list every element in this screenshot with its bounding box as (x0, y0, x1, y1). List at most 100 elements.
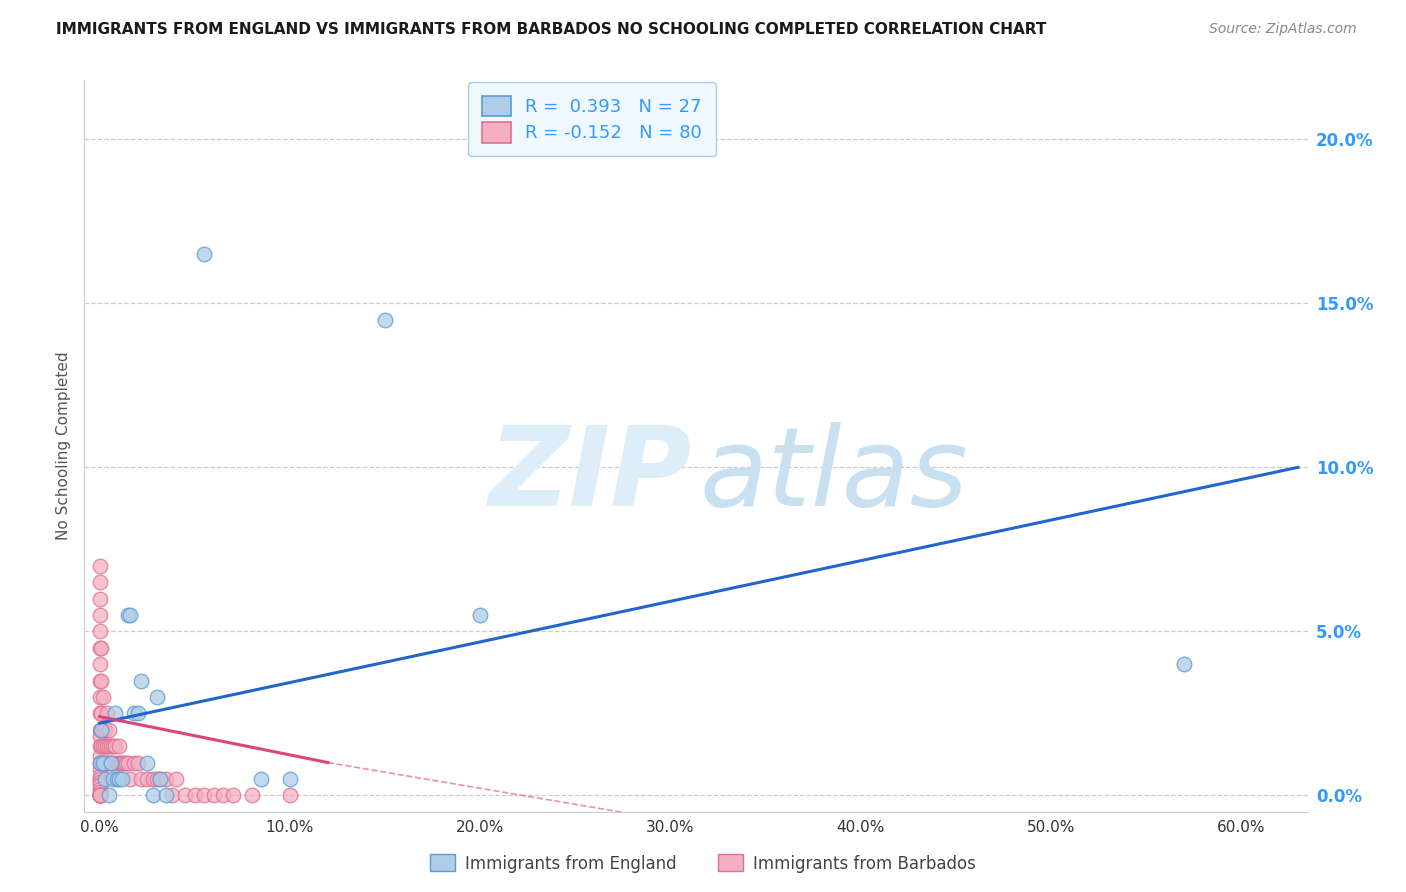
Point (468, 607, 491, 622)
Point (118, 772, 141, 786)
Point (136, 756, 159, 770)
Point (93, 756, 115, 770)
Point (131, 772, 153, 786)
Point (98, 756, 121, 770)
Point (111, 756, 134, 770)
Point (89, 729, 111, 743)
Point (89, 690, 111, 704)
Text: atlas: atlas (700, 422, 969, 529)
Point (105, 772, 128, 786)
Point (89, 607, 111, 622)
Point (89, 789, 111, 803)
Point (94, 739, 117, 753)
Point (89, 781, 111, 796)
Point (98, 723, 121, 737)
Legend: Immigrants from England, Immigrants from Barbados: Immigrants from England, Immigrants from… (423, 847, 983, 880)
Point (202, 789, 225, 803)
Point (112, 756, 135, 770)
Point (149, 772, 172, 786)
Point (89, 789, 111, 803)
Text: Source: ZipAtlas.com: Source: ZipAtlas.com (1209, 22, 1357, 37)
Y-axis label: No Schooling Completed: No Schooling Completed (56, 351, 72, 541)
Point (183, 789, 205, 803)
Point (89, 762, 111, 776)
Point (222, 789, 245, 803)
Point (89, 558, 111, 573)
Point (278, 789, 301, 803)
Point (240, 789, 263, 803)
Point (89, 789, 111, 803)
Point (93, 739, 115, 753)
Legend: R =  0.393   N = 27, R = -0.152   N = 80: R = 0.393 N = 27, R = -0.152 N = 80 (468, 82, 716, 156)
Point (89, 789, 111, 803)
Point (89, 673, 111, 688)
Point (117, 756, 139, 770)
Point (89, 772, 111, 786)
Point (89, 575, 111, 590)
Point (89, 591, 111, 606)
Point (89, 723, 111, 737)
Point (89, 775, 111, 789)
Point (90, 723, 112, 737)
Point (104, 706, 127, 721)
Point (149, 772, 172, 786)
Point (100, 739, 122, 753)
Point (193, 789, 215, 803)
Point (89, 640, 111, 655)
Point (90, 673, 112, 688)
Point (160, 789, 183, 803)
Point (93, 756, 115, 770)
Point (142, 789, 165, 803)
Point (89, 756, 111, 770)
Point (127, 706, 149, 721)
Point (127, 756, 149, 770)
Point (131, 673, 153, 688)
Point (193, 247, 215, 261)
Point (100, 756, 122, 770)
Point (110, 756, 132, 770)
Point (122, 706, 145, 721)
Text: IMMIGRANTS FROM ENGLAND VS IMMIGRANTS FROM BARBADOS NO SCHOOLING COMPLETED CORRE: IMMIGRANTS FROM ENGLAND VS IMMIGRANTS FR… (56, 22, 1046, 37)
Point (107, 739, 129, 753)
Point (107, 772, 129, 786)
Point (100, 756, 122, 770)
Point (115, 756, 138, 770)
Point (111, 772, 134, 786)
Point (101, 772, 124, 786)
Point (101, 739, 124, 753)
Point (89, 748, 111, 763)
Point (278, 772, 301, 786)
Point (98, 789, 121, 803)
Point (89, 657, 111, 672)
Point (165, 772, 187, 786)
Point (98, 739, 121, 753)
Point (89, 706, 111, 721)
Point (1173, 657, 1195, 672)
Point (89, 756, 111, 770)
Point (136, 772, 159, 786)
Point (89, 779, 111, 793)
Point (145, 690, 167, 704)
Point (89, 789, 111, 803)
Point (142, 772, 165, 786)
Point (90, 739, 112, 753)
Point (90, 756, 112, 770)
Text: ZIP: ZIP (489, 422, 692, 529)
Point (89, 624, 111, 639)
Point (96, 739, 118, 753)
Point (105, 756, 128, 770)
Point (117, 607, 139, 622)
Point (96, 706, 118, 721)
Point (107, 756, 129, 770)
Point (94, 772, 117, 786)
Point (90, 640, 112, 655)
Point (122, 756, 145, 770)
Point (174, 789, 197, 803)
Point (93, 723, 115, 737)
Point (374, 312, 396, 326)
Point (118, 607, 141, 622)
Point (93, 690, 115, 704)
Point (250, 772, 273, 786)
Point (89, 769, 111, 783)
Point (101, 756, 124, 770)
